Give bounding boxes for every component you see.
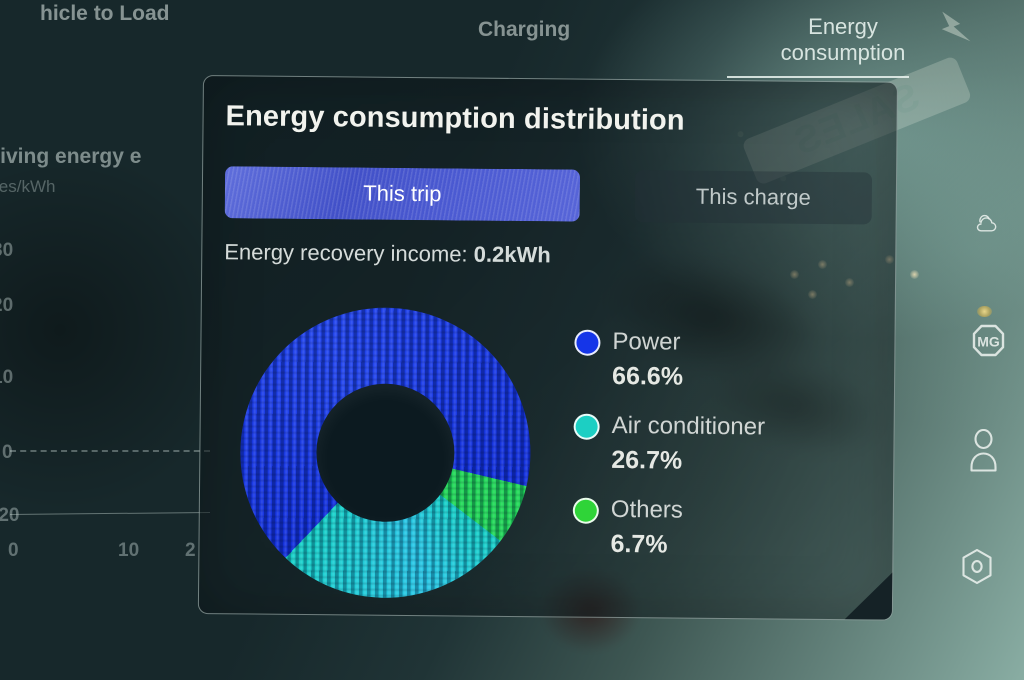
svg-text:MG: MG	[977, 333, 1000, 349]
